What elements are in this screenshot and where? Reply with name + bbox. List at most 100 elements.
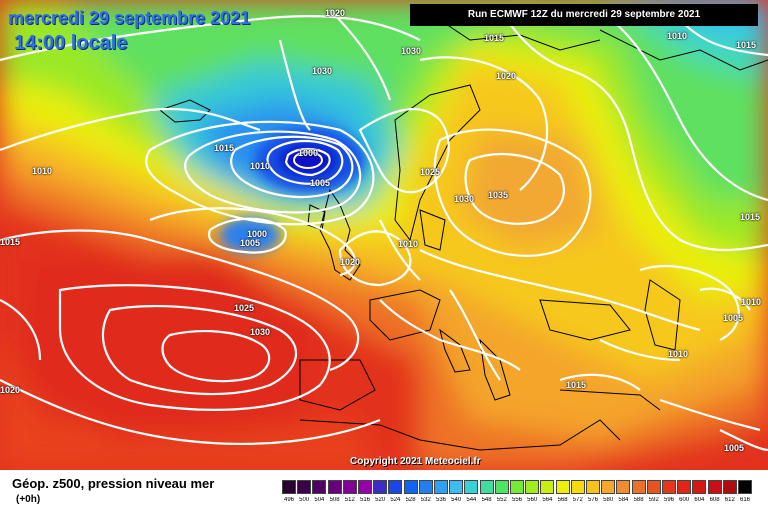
weather-map: mercredi 29 septembre 2021 14:00 locale … (0, 0, 768, 470)
scale-swatch (631, 480, 646, 494)
scale-tick-label: 580 (603, 497, 614, 503)
isobar-label: 1010 (668, 349, 689, 359)
scale-tick-label: 504 (314, 497, 325, 503)
scale-swatch (570, 480, 585, 494)
scale-tick-label: 532 (420, 497, 431, 503)
run-info: Run ECMWF 12Z du mercredi 29 septembre 2… (410, 4, 758, 26)
scale-tick-label: 516 (359, 497, 370, 503)
scale-tick-label: 572 (572, 497, 583, 503)
scale-swatch (449, 480, 464, 494)
scale-swatch (418, 480, 433, 494)
scale-tick-label: 540 (451, 497, 462, 503)
isobar-label: 1015 (0, 237, 21, 247)
scale-tick-label: 528 (405, 497, 416, 503)
scale-tick-label: 544 (466, 497, 477, 503)
scale-swatch (677, 480, 692, 494)
isobar-label: 1015 (484, 33, 505, 43)
scale-swatch (327, 480, 342, 494)
scale-tick-label: 548 (481, 497, 492, 503)
scale-swatch (738, 480, 752, 494)
isobars (0, 9, 768, 452)
color-scale: 496 500 504 508 512 516 520 524 528 532 536 540 544 5… (282, 480, 754, 510)
isobar-label: 1030 (454, 194, 475, 204)
isobar-label: 1020 (340, 257, 361, 267)
scale-swatch (692, 480, 707, 494)
scale-swatch (646, 480, 661, 494)
scale-tick-label: 584 (618, 497, 629, 503)
scale-swatch (616, 480, 631, 494)
isobar-label: 1025 (234, 303, 255, 313)
scale-tick-label: 604 (694, 497, 705, 503)
scale-swatch (434, 480, 448, 494)
scale-tick-label: 600 (679, 497, 690, 503)
scale-swatch (494, 480, 509, 494)
parameter-label: Géop. z500, pression niveau mer (12, 476, 215, 491)
isobar-label: 1005 (240, 238, 261, 248)
scale-tick-label: 612 (724, 497, 735, 503)
scale-swatch (707, 480, 722, 494)
scale-tick-label: 500 (299, 497, 310, 503)
scale-tick-label: 596 (663, 497, 674, 503)
scale-swatch (312, 480, 327, 494)
scale-tick-label: 564 (542, 497, 553, 503)
scale-swatch (586, 480, 600, 494)
scale-tick-label: 508 (329, 497, 340, 503)
isobar-label: 1015 (566, 380, 587, 390)
scale-tick-label: 576 (587, 497, 598, 503)
isobar-label: 1020 (496, 71, 517, 81)
legend-bar: Géop. z500, pression niveau mer (+0h) 49… (0, 470, 768, 512)
copyright-text: Copyright 2021 Meteociel.fr (350, 456, 481, 467)
scale-swatch (342, 480, 357, 494)
isobar-label: 1000 (298, 148, 319, 158)
isobar-label: 1000 (247, 229, 268, 239)
scale-tick-label: 592 (648, 497, 659, 503)
scale-swatch (525, 480, 540, 494)
forecast-date: mercredi 29 septembre 2021 (8, 8, 251, 28)
scale-swatch (662, 480, 676, 494)
scale-tick-label: 496 (283, 497, 294, 503)
scale-swatch (282, 480, 296, 494)
scale-tick-label: 536 (435, 497, 446, 503)
scale-swatch (373, 480, 388, 494)
scale-swatch (388, 480, 403, 494)
scale-tick-label: 556 (511, 497, 522, 503)
scale-swatch (510, 480, 524, 494)
scale-swatch (403, 480, 418, 494)
isobar-label: 1015 (740, 212, 761, 222)
scale-tick-label: 560 (527, 497, 538, 503)
isobar-label: 1030 (312, 66, 333, 76)
isobar-label: 1005 (310, 178, 331, 188)
scale-swatch (540, 480, 555, 494)
scale-tick-label: 512 (344, 497, 355, 503)
isobar-label: 1035 (488, 190, 509, 200)
scale-tick-label: 524 (390, 497, 401, 503)
scale-tick-label: 568 (557, 497, 568, 503)
isobar-label: 1015 (214, 143, 235, 153)
isobar-label: 1005 (724, 443, 745, 453)
scale-swatch (479, 480, 494, 494)
isobar-label: 1020 (325, 8, 346, 18)
isobar-label: 1015 (736, 40, 757, 50)
forecast-step: (+0h) (16, 494, 41, 505)
isobar-label: 1020 (0, 385, 21, 395)
scale-swatch (722, 480, 737, 494)
isobar-label: 1010 (250, 161, 271, 171)
isobar-label: 1005 (723, 313, 744, 323)
scale-tick-label: 552 (496, 497, 507, 503)
isobar-label: 1010 (741, 297, 762, 307)
isobar-label: 1010 (398, 239, 419, 249)
scale-swatch (555, 480, 570, 494)
scale-tick-label: 520 (375, 497, 386, 503)
map-canvas (0, 0, 768, 470)
low-pressure-centre (293, 151, 323, 169)
isobar-label: 1025 (420, 167, 441, 177)
scale-swatch (464, 480, 479, 494)
isobar-label: 1010 (667, 31, 688, 41)
isobar-label: 1010 (32, 166, 53, 176)
forecast-time: 14:00 locale (14, 32, 128, 54)
scale-swatch (358, 480, 372, 494)
scale-tick-label: 616 (739, 497, 750, 503)
scale-tick-label: 588 (633, 497, 644, 503)
scale-swatch (601, 480, 616, 494)
